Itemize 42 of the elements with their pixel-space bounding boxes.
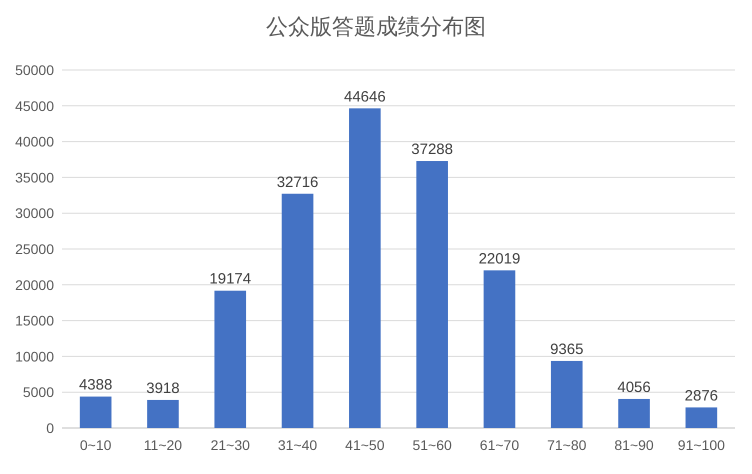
data-label: 3918 [146,380,180,397]
bar [80,396,112,428]
bar [686,407,718,428]
bar [349,108,381,428]
x-tick-label: 31~40 [278,437,318,453]
bar [484,270,516,428]
bar [214,290,246,428]
y-tick-label: 50000 [15,62,54,78]
y-tick-label: 45000 [15,98,54,114]
x-tick-label: 61~70 [480,437,520,453]
data-label: 37288 [411,141,454,158]
x-tick-label: 11~20 [144,437,182,453]
data-label: 2876 [684,387,718,404]
data-label: 32716 [276,174,318,191]
x-tick-label: 0~10 [80,437,112,453]
x-tick-label: 41~50 [345,437,385,453]
data-label: 9365 [550,340,584,358]
chart-title: 公众版答题成绩分布图 [266,14,486,39]
y-tick-label: 15000 [15,312,54,329]
bar [282,194,314,428]
data-label: 22019 [478,250,520,268]
y-tick-label: 25000 [15,241,54,257]
y-tick-label: 40000 [15,134,54,150]
y-tick-label: 5000 [22,384,54,400]
bar [618,398,650,428]
x-tick-label: 71~80 [547,437,587,453]
y-tick-label: 35000 [15,169,54,186]
y-tick-label: 30000 [15,205,54,222]
y-tick-label: 20000 [15,276,54,293]
data-label: 44646 [344,88,386,106]
bar [147,400,179,428]
data-label: 4388 [78,376,112,394]
x-tick-label: 91~100 [678,437,726,453]
data-label: 4056 [617,378,651,396]
bar [416,161,448,428]
bar [550,360,583,428]
x-tick-label: 51~60 [412,437,452,453]
x-tick-label: 81~90 [614,437,654,453]
data-label: 19174 [209,270,252,288]
x-tick-label: 21~30 [210,437,250,453]
y-tick-label: 0 [46,420,54,436]
y-tick-label: 10000 [15,348,54,364]
